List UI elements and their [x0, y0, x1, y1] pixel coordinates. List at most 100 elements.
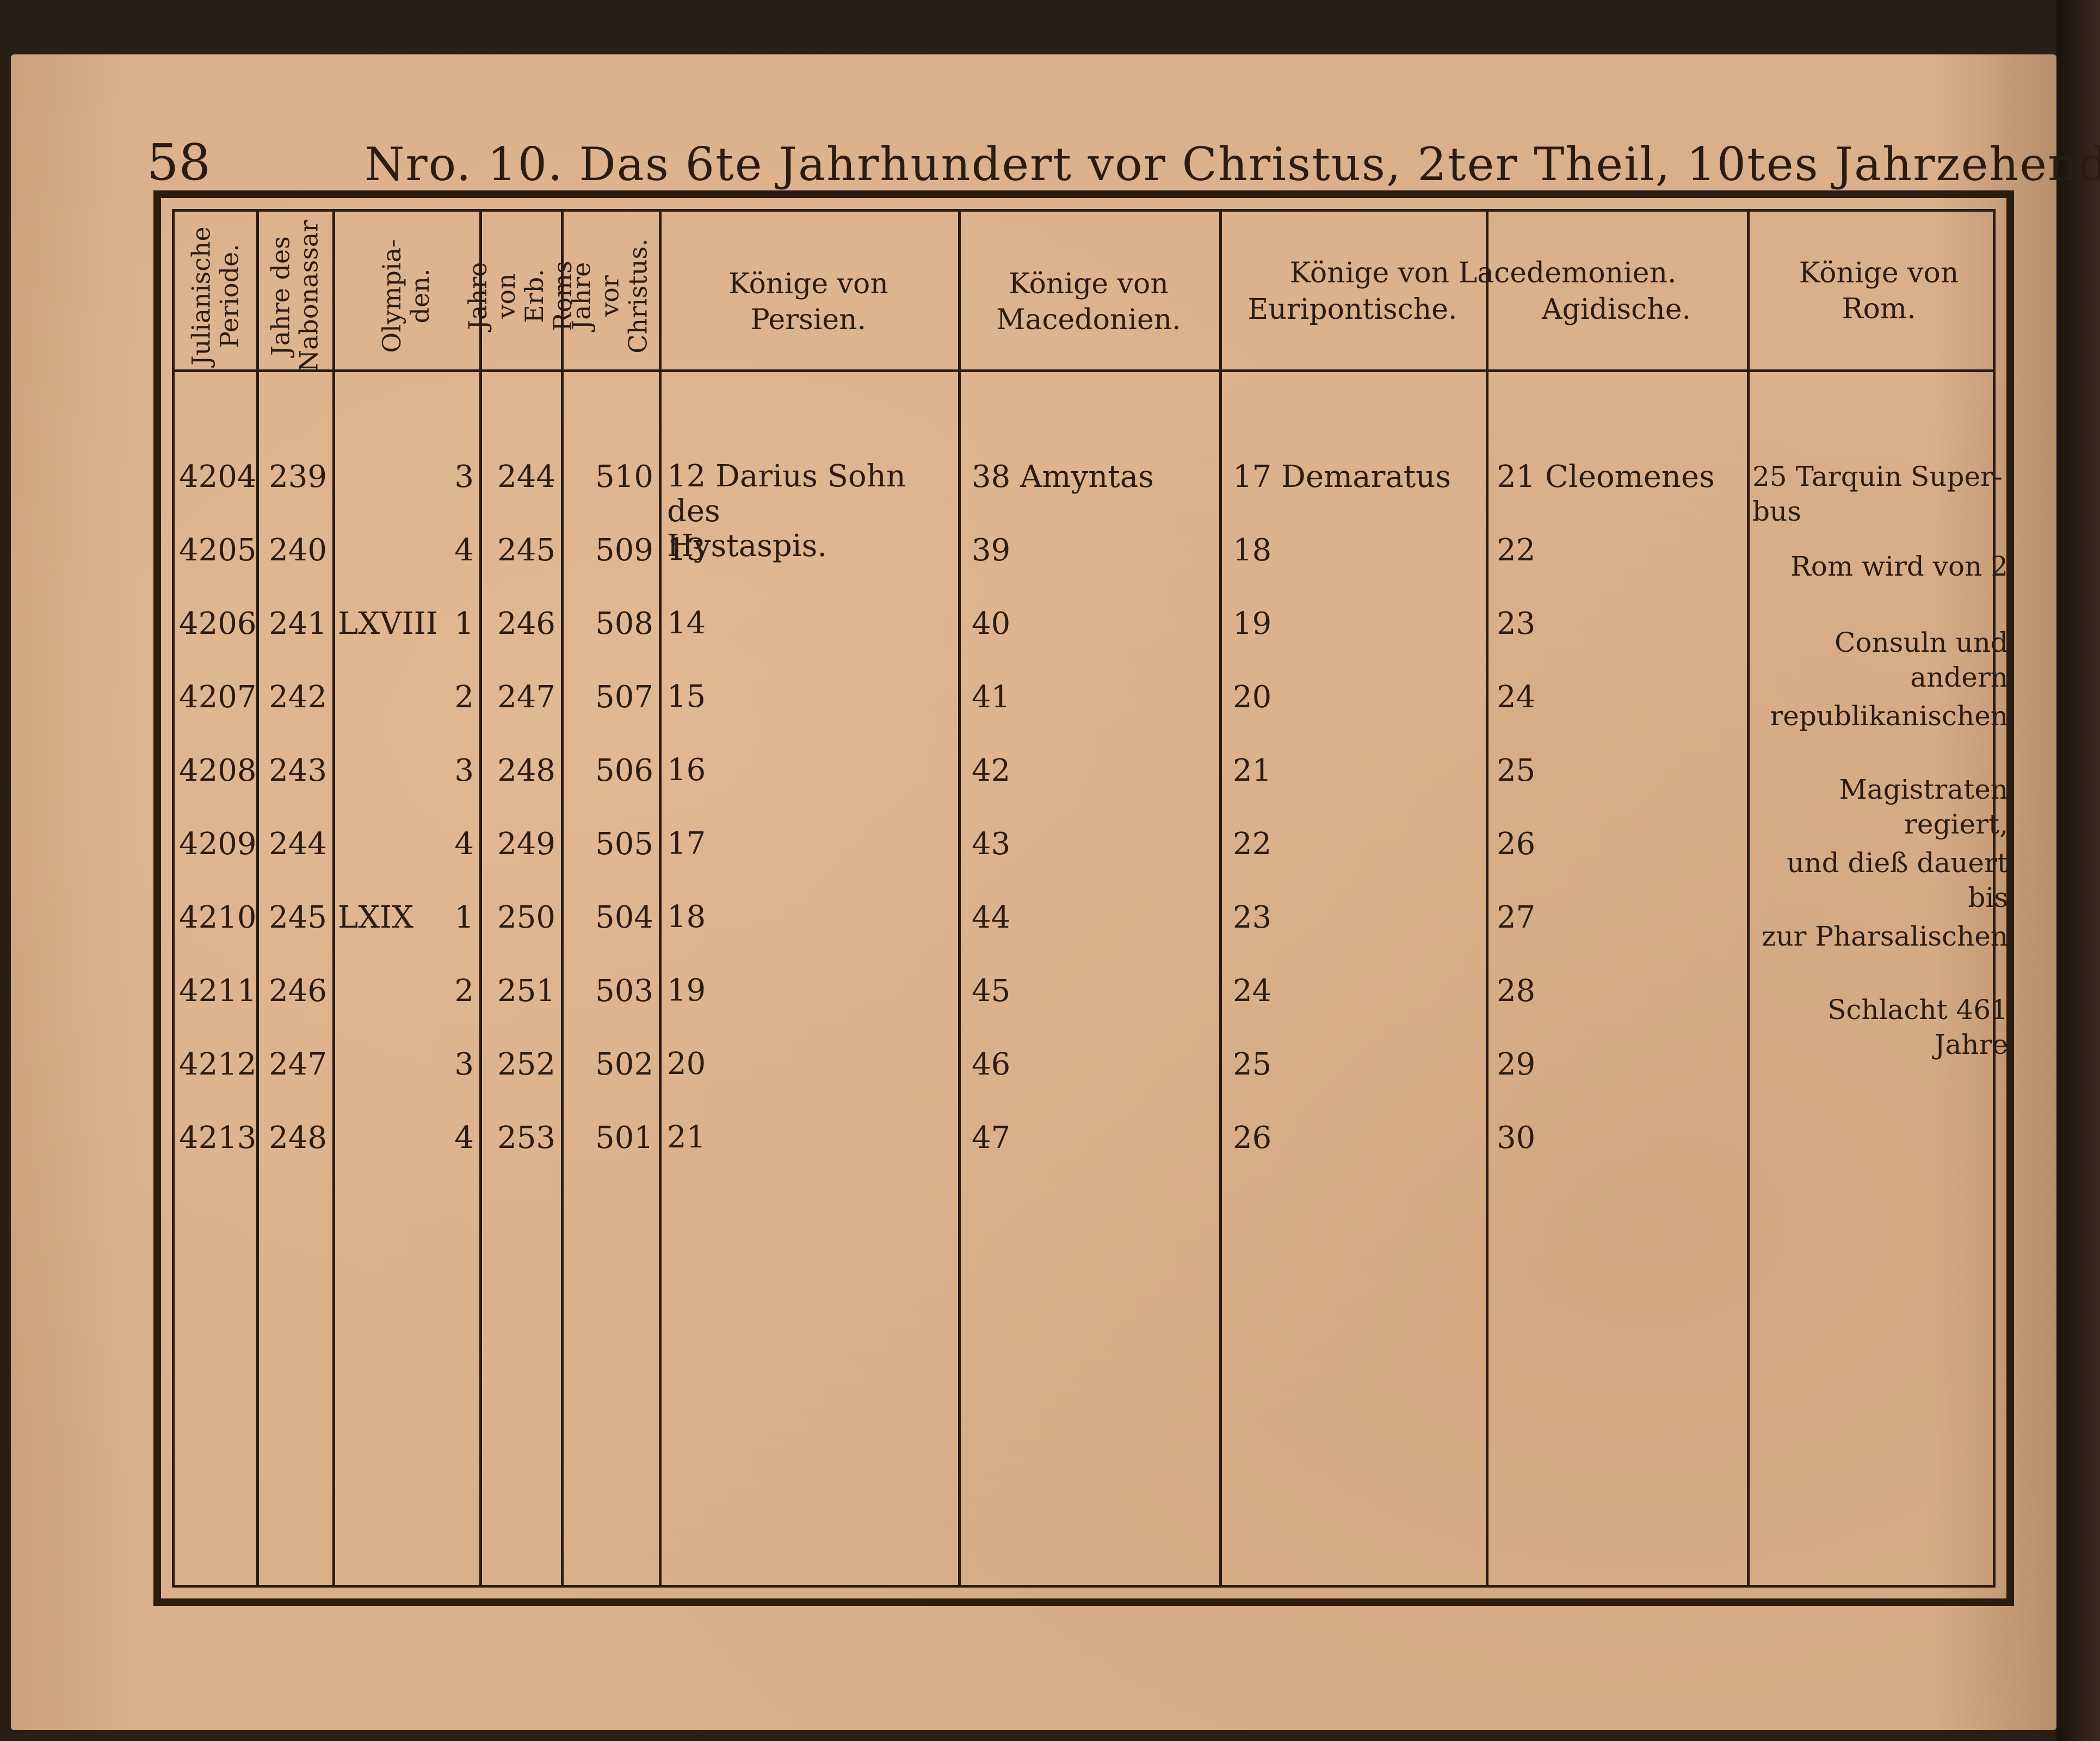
cell-rom-kings: 25 Tarquin Super- bus: [1752, 461, 2003, 527]
column-divider: [256, 212, 259, 1585]
cell-olympiad-year: 2: [454, 973, 474, 1009]
cell-rom-kings: republikanischen: [1770, 700, 2008, 732]
cell-euripontische: 18: [1233, 533, 1272, 568]
cell-julian: 4206: [179, 606, 257, 641]
cell-julian: 4212: [179, 1047, 257, 1082]
column-divider: [1747, 212, 1750, 1585]
cell-macedonien: 46: [972, 1047, 1011, 1082]
cell-julian: 4210: [179, 900, 257, 935]
cell-rom-year: 250: [497, 900, 555, 935]
cell-macedonien: 39: [972, 533, 1011, 568]
cell-olympiad-year: 4: [454, 1120, 474, 1156]
cell-bc-year: 503: [595, 973, 653, 1009]
cell-rom-kings: Consuln und andern: [1835, 627, 2008, 693]
cell-persien: 12 Darius Sohn des Hystaspis.: [667, 459, 906, 564]
chronology-table: Julianische Periode. Jahre des Nabonassa…: [153, 190, 2014, 1606]
cell-agidische: 22: [1497, 533, 1536, 568]
cell-euripontische: 19: [1233, 606, 1272, 641]
header-divider: [175, 369, 1993, 372]
header-rom-kings: Könige von Rom.: [1799, 257, 1959, 325]
cell-rom-kings: Schlacht 461 Jahre: [1827, 994, 2008, 1060]
cell-persien: 20: [667, 1046, 706, 1082]
cell-agidische: 21 Cleomenes: [1497, 459, 1715, 495]
page-title: Nro. 10. Das 6te Jahrhundert vor Christu…: [365, 138, 2100, 191]
cell-nabonassar: 247: [269, 1047, 327, 1082]
cell-persien: 21: [667, 1120, 706, 1155]
cell-rom-year: 251: [497, 973, 555, 1009]
cell-olympiad-year: 1: [454, 606, 474, 641]
cell-agidische: 23: [1497, 606, 1536, 641]
cell-bc-year: 505: [595, 826, 653, 862]
cell-nabonassar: 243: [269, 753, 327, 788]
cell-rom-year: 249: [497, 826, 555, 862]
cell-nabonassar: 245: [269, 900, 327, 935]
cell-olympiad-year: 4: [454, 826, 474, 862]
cell-rom-year: 245: [497, 533, 555, 568]
cell-macedonien: 42: [972, 753, 1011, 788]
cell-rom-year: 248: [497, 753, 555, 788]
header-macedonien: Könige von Macedonien.: [996, 268, 1181, 336]
cell-macedonien: 47: [972, 1120, 1011, 1156]
cell-olympiad: LXVIII: [338, 606, 438, 641]
header-persien: Könige von Persien.: [728, 268, 888, 336]
cell-bc-year: 501: [595, 1120, 653, 1156]
column-divider: [1219, 212, 1222, 1585]
cell-julian: 4205: [179, 533, 257, 568]
cell-euripontische: 24: [1233, 973, 1272, 1009]
cell-macedonien: 38 Amyntas: [972, 459, 1154, 495]
column-divider: [1486, 212, 1488, 1585]
cell-agidische: 27: [1497, 900, 1536, 935]
cell-olympiad-year: 3: [454, 753, 474, 788]
book-spine: [2056, 0, 2100, 1741]
cell-bc-year: 506: [595, 753, 653, 788]
cell-euripontische: 26: [1233, 1120, 1272, 1156]
cell-agidische: 26: [1497, 826, 1536, 862]
header-nabonassar: Jahre des Nabonassar: [265, 220, 323, 372]
cell-julian: 4208: [179, 753, 257, 788]
cell-olympiad-year: 3: [454, 459, 474, 495]
cell-persien: 16: [667, 752, 706, 788]
cell-rom-year: 252: [497, 1047, 555, 1082]
cell-nabonassar: 248: [269, 1120, 327, 1156]
cell-euripontische: 23: [1233, 900, 1272, 935]
cell-nabonassar: 244: [269, 826, 327, 862]
header-rom-years: Jahre von Erb. Roms: [463, 261, 577, 331]
cell-agidische: 30: [1497, 1120, 1536, 1156]
cell-euripontische: 25: [1233, 1047, 1272, 1082]
column-divider: [958, 212, 961, 1585]
cell-bc-year: 504: [595, 900, 653, 935]
cell-agidische: 28: [1497, 973, 1536, 1009]
header-euripontische: Euripontische.: [1247, 293, 1457, 326]
cell-julian: 4204: [179, 459, 257, 495]
cell-macedonien: 45: [972, 973, 1011, 1009]
cell-rom-year: 247: [497, 680, 555, 715]
cell-olympiad: LXIX: [338, 900, 414, 935]
column-divider: [332, 212, 335, 1585]
header-julian: Julianische Periode.: [187, 226, 245, 366]
cell-nabonassar: 246: [269, 973, 327, 1009]
header-olympiaden: Olympia- den.: [377, 239, 435, 353]
cell-olympiad-year: 4: [454, 533, 474, 568]
book-page: [11, 54, 2056, 1730]
cell-rom-kings: Magistraten regiert,: [1839, 774, 2008, 840]
cell-euripontische: 22: [1233, 826, 1272, 862]
cell-rom-kings: und dieß dauert bis: [1787, 847, 2008, 913]
cell-julian: 4213: [179, 1120, 257, 1156]
page-header: 58 Nro. 10. Das 6te Jahrhundert vor Chri…: [147, 133, 2100, 193]
cell-rom-year: 246: [497, 606, 555, 641]
cell-nabonassar: 240: [269, 533, 327, 568]
cell-agidische: 25: [1497, 753, 1536, 788]
cell-macedonien: 43: [972, 826, 1011, 862]
header-christus: Jahre vor Christus.: [567, 238, 653, 354]
cell-nabonassar: 241: [269, 606, 327, 641]
column-divider: [659, 212, 662, 1585]
cell-rom-year: 244: [497, 459, 555, 495]
cell-bc-year: 509: [595, 533, 653, 568]
cell-persien: 18: [667, 899, 706, 935]
cell-persien: 13: [667, 532, 706, 567]
cell-macedonien: 44: [972, 900, 1011, 935]
cell-olympiad-year: 2: [454, 680, 474, 715]
column-divider: [561, 212, 564, 1585]
cell-agidische: 29: [1497, 1047, 1536, 1082]
cell-euripontische: 17 Demaratus: [1233, 459, 1452, 495]
